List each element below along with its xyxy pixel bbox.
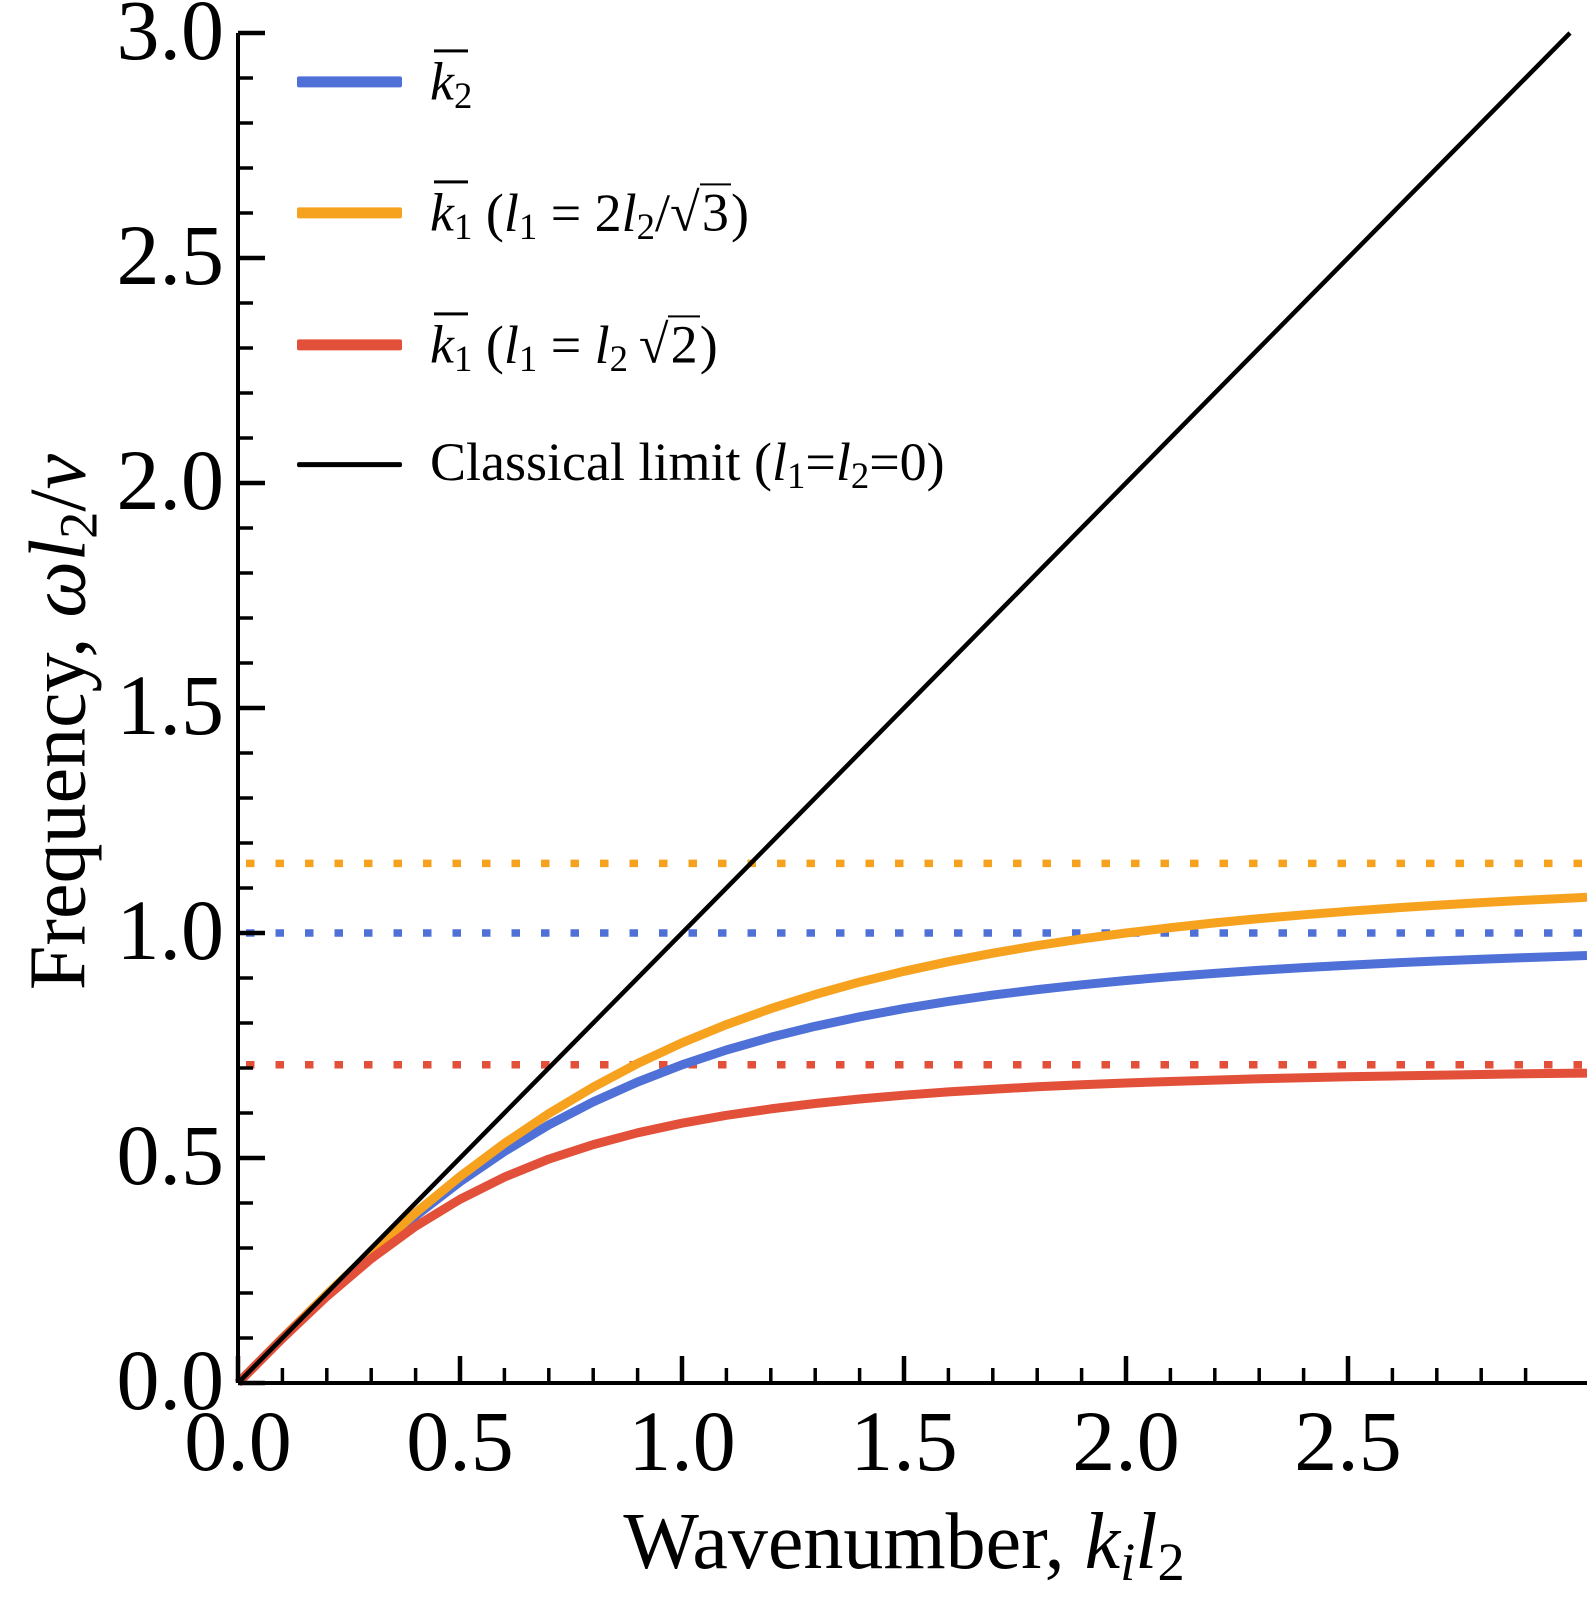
legend-swatch-k1_a — [297, 207, 402, 219]
x-tick-label: 2.0 — [1072, 1393, 1180, 1489]
legend-label-k1_b: k1 (l1 = l2 √2) — [430, 312, 718, 377]
x-tick-label: 2.5 — [1294, 1393, 1402, 1489]
legend-item-k1_a: k1 (l1 = 2l2/√3) — [297, 180, 749, 245]
sqrt-expression: √2 — [639, 315, 700, 375]
y-tick-label: 0.5 — [116, 1107, 225, 1203]
legend-swatch-k1_b — [297, 339, 402, 351]
curve-k1_b — [234, 1068, 1587, 1387]
curve-k1_a — [234, 892, 1587, 1387]
sqrt-expression: √3 — [670, 183, 731, 243]
x-tick-label: 0.0 — [184, 1393, 292, 1489]
x-tick-label: 0.5 — [406, 1393, 514, 1489]
legend-label-classical: Classical limit (l1=l2=0) — [430, 432, 945, 497]
y-axis-title: Frequency, ωl2/v — [14, 453, 109, 991]
x-tick-label: 1.5 — [850, 1393, 958, 1489]
curve-k2 — [234, 951, 1587, 1387]
x-axis-title: Wavenumber, kil2 — [623, 1498, 1185, 1592]
legend-swatch-k2 — [297, 76, 402, 88]
legend-item-k2: k2 — [297, 49, 472, 114]
legend-swatch-classical — [297, 462, 402, 468]
x-tick-label: 1.0 — [628, 1393, 736, 1489]
legend-item-k1_b: k1 (l1 = l2 √2) — [297, 312, 718, 377]
y-tick-label: 0.0 — [116, 1332, 225, 1428]
curve-classical — [236, 31, 1572, 1385]
y-tick-label: 2.0 — [116, 432, 225, 528]
legend-label-k1_a: k1 (l1 = 2l2/√3) — [430, 180, 749, 245]
y-tick-label: 3.0 — [116, 0, 225, 78]
y-tick-label: 2.5 — [116, 207, 225, 303]
legend-label-k2: k2 — [430, 49, 472, 114]
y-tick-label: 1.5 — [116, 657, 225, 753]
legend-item-classical: Classical limit (l1=l2=0) — [297, 435, 945, 495]
y-tick-label: 1.0 — [116, 882, 225, 978]
